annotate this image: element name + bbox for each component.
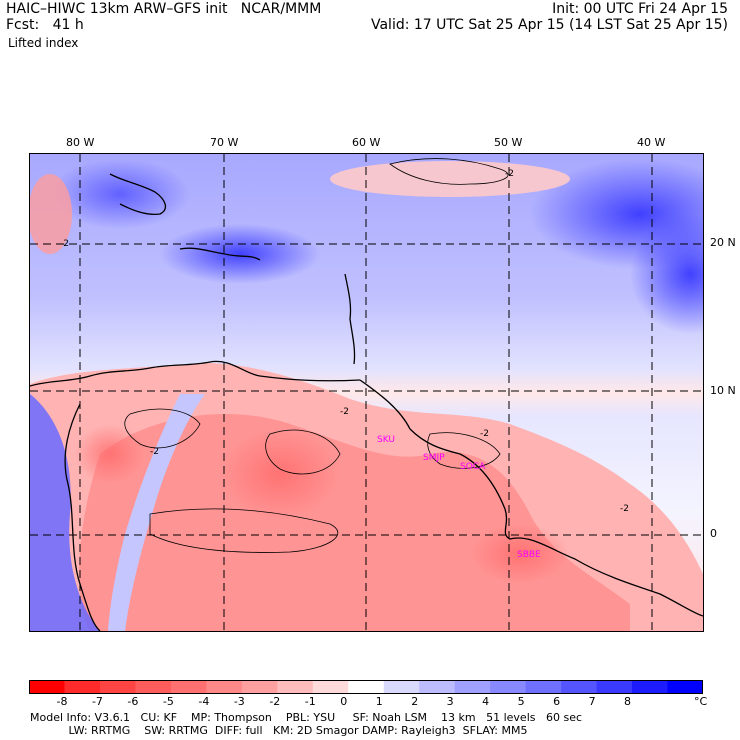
forecast-hour: Fcst: 41 h xyxy=(6,17,84,33)
colorbar-swatch xyxy=(632,680,669,694)
colorbar-swatch xyxy=(348,680,385,694)
colorbar-tick-label: 0 xyxy=(340,695,348,708)
colorbar-swatch xyxy=(170,680,207,694)
lon-label-40w: 40 W xyxy=(637,136,666,149)
contour-label: -2 xyxy=(480,429,489,439)
colorbar-tick-label: 6 xyxy=(553,695,561,708)
map-panel: -2 -2 -2 -2 -2 -2 SKU SMJP SOCA SBBE xyxy=(29,153,704,632)
graticule xyxy=(30,154,703,631)
li-contours xyxy=(124,158,509,553)
blue-patch-nw xyxy=(50,159,190,229)
station-label-soca: SOCA xyxy=(460,462,486,472)
colorbar-swatch xyxy=(561,680,598,694)
station-label-sbbe: SBBE xyxy=(517,550,541,560)
colorbar-swatch xyxy=(312,680,349,694)
colorbar xyxy=(29,680,703,694)
colorbar-tick-label: 8 xyxy=(624,695,632,708)
contour-label: -2 xyxy=(620,504,629,514)
colorbar-tick-label: 3 xyxy=(446,695,454,708)
field-name: Lifted index xyxy=(8,36,79,50)
model-info-line1: Model Info: V3.6.1 CU: KF MP: Thompson P… xyxy=(30,711,583,724)
colorbar-swatch xyxy=(277,680,314,694)
colorbar-swatch xyxy=(490,680,527,694)
colorbar-tick-label: 2 xyxy=(411,695,419,708)
colorbar-tick-label: -5 xyxy=(162,695,174,708)
colorbar-tick-label: -8 xyxy=(56,695,68,708)
colorbar-tick-label: 5 xyxy=(517,695,525,708)
colorbar-tick-label: -3 xyxy=(233,695,245,708)
title-line: HAIC–HIWC 13km ARW–GFS init NCAR/MMM xyxy=(6,1,322,17)
coastlines xyxy=(30,173,703,631)
colorbar-swatch xyxy=(29,680,65,694)
lat-label-10n: 10 N xyxy=(710,384,736,397)
contour-label: -2 xyxy=(60,239,69,249)
blue-patch-caribbean xyxy=(160,224,320,284)
colorbar-swatch xyxy=(419,680,456,694)
colorbar-tick-label: -4 xyxy=(198,695,210,708)
colorbar-unit: °C xyxy=(694,695,708,708)
lon-label-70w: 70 W xyxy=(210,136,239,149)
colorbar-swatch xyxy=(206,680,243,694)
colorbar-tick-label: 7 xyxy=(588,695,596,708)
station-label-sku: SKU xyxy=(377,435,395,445)
red-patch-amazon xyxy=(470,524,570,584)
colorbar-tick-label: -2 xyxy=(269,695,281,708)
colorbar-swatch xyxy=(383,680,420,694)
red-strip-north xyxy=(330,161,570,197)
valid-time: Valid: 17 UTC Sat 25 Apr 15 (14 LST Sat … xyxy=(370,17,728,33)
lifted-index-map: -2 -2 -2 -2 -2 -2 SKU SMJP SOCA SBBE xyxy=(30,154,703,631)
red-patch-venezuela xyxy=(220,429,340,519)
lat-label-20n: 20 N xyxy=(710,236,736,249)
colorbar-tick-label: -6 xyxy=(127,695,139,708)
colorbar-swatch xyxy=(454,680,491,694)
colorbar-swatch xyxy=(99,680,136,694)
red-patch-colombia xyxy=(75,424,145,484)
andes-strip xyxy=(108,394,205,631)
station-label-smjp: SMJP xyxy=(423,453,445,463)
lon-label-80w: 80 W xyxy=(66,136,95,149)
lat-label-0: 0 xyxy=(710,527,717,540)
colorbar-swatch xyxy=(596,680,633,694)
contour-label: -2 xyxy=(505,169,514,179)
colorbar-tick-label: -1 xyxy=(304,695,316,708)
colorbar-swatch xyxy=(64,680,101,694)
colorbar-swatch xyxy=(667,680,703,694)
contour-label: -2 xyxy=(150,447,159,457)
model-info-line2: LW: RRTMG SW: RRTMG DIFF: full KM: 2D Sm… xyxy=(30,724,528,737)
colorbar-tick-label: 4 xyxy=(482,695,490,708)
pacific-blue xyxy=(30,394,100,631)
lon-label-60w: 60 W xyxy=(352,136,381,149)
colorbar-swatch xyxy=(135,680,172,694)
contour-label: -2 xyxy=(340,407,349,417)
red-patch-cuba xyxy=(30,174,72,254)
colorbar-swatch xyxy=(241,680,278,694)
colorbar-tick-label: -7 xyxy=(91,695,103,708)
lon-label-50w: 50 W xyxy=(494,136,523,149)
colorbar-tick-label: 1 xyxy=(375,695,383,708)
colorbar-swatch xyxy=(525,680,562,694)
init-time: Init: 00 UTC Fri 24 Apr 15 xyxy=(552,1,728,17)
